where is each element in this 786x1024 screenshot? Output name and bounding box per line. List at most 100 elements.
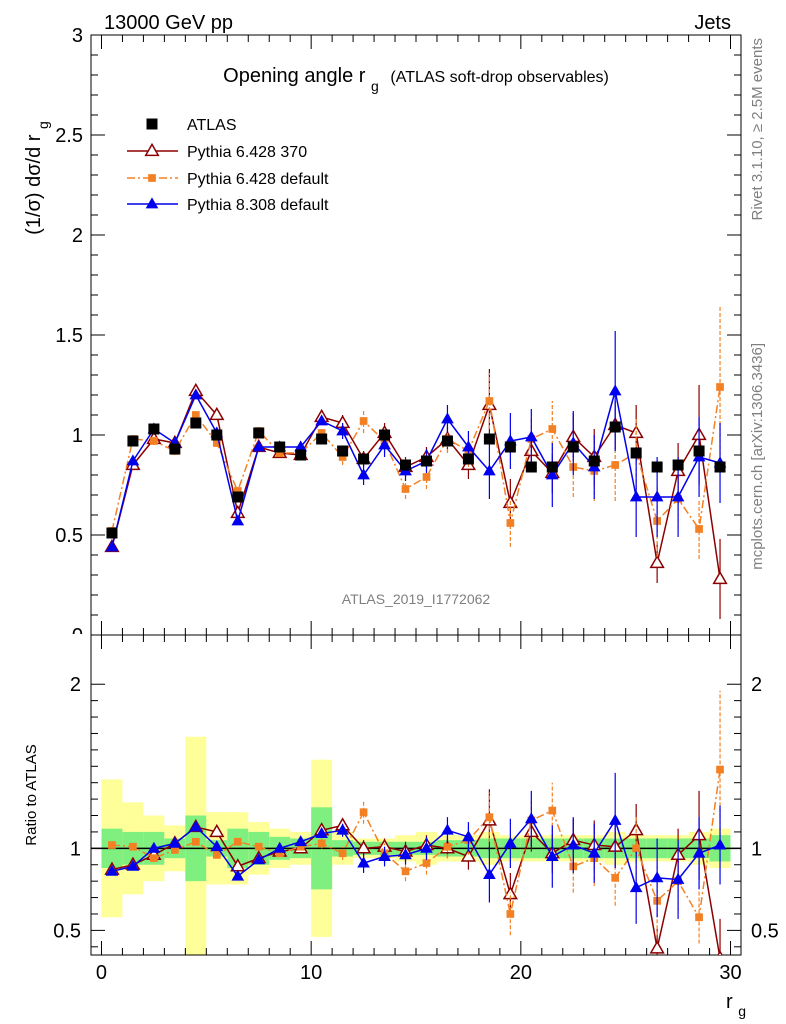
data-point [693,445,705,457]
ratio-x-tick-label: 10 [300,962,322,984]
ratio-data-point [359,808,368,817]
data-point [232,491,244,503]
ratio-y-tick-label: 0.5 [53,920,81,942]
data-point [462,440,475,452]
data-point [295,449,307,461]
data-point [609,421,621,433]
data-point [422,473,431,481]
data-point [379,429,391,441]
data-point [651,461,663,473]
legend-marker [148,174,156,182]
ratio-xlabel-text: r [726,991,733,1013]
ratio-data-point [296,842,305,851]
ratio-series-line [111,817,721,889]
data-point [253,427,265,439]
legend-entry: ATLAS [146,117,237,134]
data-point [567,441,579,453]
series-atlas [106,417,726,539]
data-point [275,449,284,457]
data-point [359,417,368,425]
ratio-series-pythia-8-308-default [105,772,727,924]
ratio-data-point [632,844,641,853]
data-point [150,437,158,445]
ratio-data-point [629,881,643,893]
data-point [649,554,665,569]
ratio-data-point [504,836,517,848]
ratio-data-point [357,856,370,868]
ratio-data-point [650,871,664,883]
main-x-ticks [100,35,732,635]
main-ylabel-text: (1/σ) dσ/d r [23,134,45,235]
ratio-data-point [420,841,433,853]
data-point [106,527,118,539]
ratio-data-point [566,838,580,850]
data-point [546,461,558,473]
data-point [127,435,139,447]
legend-label: Pythia 6.428 default [187,171,329,188]
ratio-data-point [506,910,515,918]
data-point [274,441,286,453]
ratio-panel: 0.5 0.5 1 1 2 2 0 10 20 30 Ratio to ATLAS r g [23,634,779,1019]
ratio-data-point [422,859,431,867]
data-point [212,439,221,447]
data-point [462,453,474,465]
ratio-y-tick-label-right: 0.5 [751,920,779,942]
legend-entry: Pythia 6.428 default [127,171,329,188]
chart-title: Opening angle r g (ATLAS soft-drop obser… [223,65,609,96]
data-point [608,384,622,396]
ratio-x-tick-label: 20 [510,962,532,984]
main-ylabel: (1/σ) dσ/d r g [23,121,51,235]
legend-entry: Pythia 8.308 default [127,197,329,214]
legend-marker [145,197,159,209]
ratio-data-point [399,848,412,860]
energy-label: 13000 GeV pp [104,12,233,34]
ratio-data-point [126,859,140,871]
ratio-x-ticks: 0 10 20 30 [96,635,742,984]
data-point [611,461,620,469]
data-point [317,429,326,437]
process-label: Jets [694,12,731,34]
ratio-data-point [294,835,308,847]
data-point [336,424,349,436]
data-point [358,453,370,465]
series-line [111,389,721,580]
main-y-tick-label-zero: 0 [72,625,83,647]
ratio-data-point [233,837,242,846]
data-point [231,514,245,526]
main-y-tick-label: 2 [72,225,83,247]
ratio-data-point [210,840,224,852]
data-point [525,461,537,473]
data-point [548,425,557,433]
data-point [378,438,391,450]
data-point [716,383,724,391]
series-line [111,390,721,548]
data-point [485,397,494,405]
ratio-data-point [587,846,601,858]
ratio-data-point [189,820,203,832]
ratio-data-point [338,849,347,858]
title-main: Opening angle r [223,65,366,87]
rivet-info: Rivet 3.1.10, ≥ 2.5M events [749,38,766,221]
ratio-data-point [485,813,494,822]
ratio-x-tick-label: 0 [96,962,107,984]
title-sub: g [371,78,379,94]
main-y-ticks: 0.5 1 1.5 2 2.5 3 0 [55,25,741,647]
data-point [630,447,642,459]
data-point [695,525,703,533]
ratio-data-point [275,849,284,858]
data-point [338,453,347,461]
ratio-y-tick-label-right: 1 [751,838,762,860]
data-point [400,459,412,471]
main-ylabel-sub: g [35,121,51,129]
data-point [148,423,160,435]
data-point [190,417,202,429]
legend-label: Pythia 6.428 370 [187,144,307,161]
ratio-data-point [441,823,454,835]
legend-label: ATLAS [187,117,237,134]
data-point [714,461,726,473]
ratio-ylabel: Ratio to ATLAS [23,744,40,845]
data-point [126,454,140,466]
main-y-tick-label: 1 [72,425,83,447]
data-point [441,412,454,424]
data-point [357,468,370,480]
